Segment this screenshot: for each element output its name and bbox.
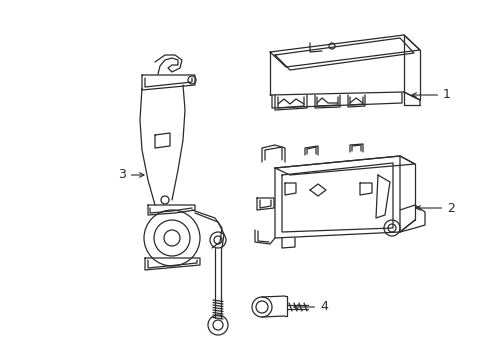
Text: 1: 1: [412, 89, 451, 102]
Text: 3: 3: [118, 168, 144, 181]
Text: 4: 4: [294, 301, 328, 314]
Text: 2: 2: [416, 202, 455, 215]
